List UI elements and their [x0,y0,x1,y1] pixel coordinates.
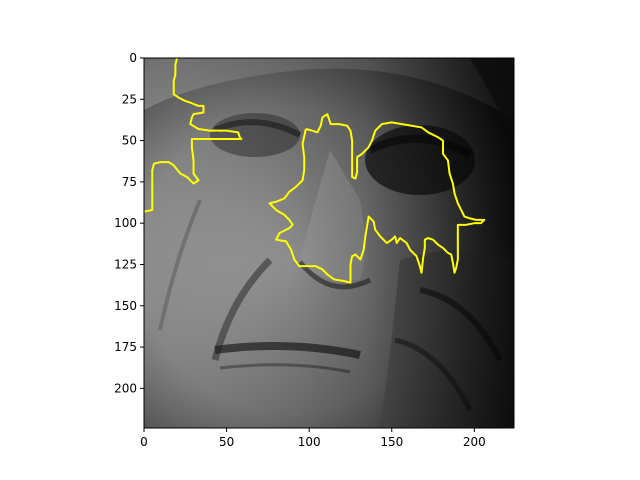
x-tick-label: 50 [219,435,234,449]
y-tick-label: 125 [114,257,137,271]
x-tick-label: 100 [298,435,321,449]
y-tick-label: 150 [114,299,137,313]
y-axis: 0 25 50 75 100 125 150 175 200 [114,51,144,395]
y-tick-label: 75 [122,175,137,189]
y-tick-label: 0 [129,51,137,65]
x-tick-label: 200 [463,435,486,449]
overlay-contours [144,58,486,284]
x-axis: 0 50 100 150 200 [140,428,486,449]
y-tick-label: 50 [122,134,137,148]
y-tick-label: 100 [114,216,137,230]
y-tick-label: 25 [122,92,137,106]
overlay-contour-2 [268,113,486,284]
x-tick-label: 0 [140,435,148,449]
y-tick-label: 175 [114,340,137,354]
y-tick-label: 200 [114,381,137,395]
overlay-contour-1 [144,58,243,213]
axes-frame [143,57,515,429]
x-tick-label: 150 [380,435,403,449]
